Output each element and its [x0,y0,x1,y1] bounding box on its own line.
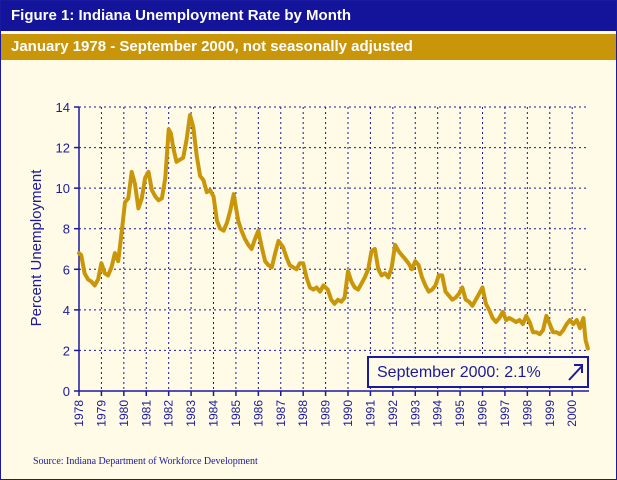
y-axis-label: Percent Unemployment [28,169,45,327]
x-tick-label: 2000 [565,400,579,427]
x-tick-label: 1992 [386,400,400,427]
x-tick-labels: 1978 1979 1980 1981 1982 1983 1984 1985 1986 1987… [72,400,579,427]
x-tick-label: 1978 [72,400,86,427]
x-tick-label: 1989 [319,400,333,427]
arrow-up-right-icon [568,364,583,381]
annotation-callout: September 2000: 2.1% [367,356,589,388]
x-tick-label: 1983 [184,400,198,427]
y-tick-label: 2 [63,343,70,358]
series-line-unemployment [77,113,590,351]
x-tick-label: 1994 [431,400,445,427]
x-tick-label: 1998 [520,400,534,427]
x-tick-label: 1982 [162,400,176,427]
x-tick-label: 1999 [543,400,557,427]
y-tick-label: 6 [63,262,70,277]
x-tick-label: 1981 [139,400,153,427]
x-tick-label: 1996 [476,400,490,427]
y-tick-label: 4 [63,303,70,318]
x-tick-label: 1980 [117,400,131,427]
grid-lines [79,106,589,391]
y-tick-label: 0 [63,384,70,399]
x-tick-label: 1993 [408,400,422,427]
x-tick-label: 1985 [229,400,243,427]
y-tick-label: 8 [63,222,70,237]
x-tick-label: 1991 [363,400,377,427]
chart-title: Figure 1: Indiana Unemployment Rate by M… [1,1,616,31]
chart-axes [74,106,589,396]
y-tick-label: 12 [56,141,70,156]
y-tick-label: 14 [56,100,70,115]
x-tick-label: 1997 [498,400,512,427]
source-note: Source: Indiana Department of Workforce … [33,456,258,467]
x-tick-label: 1988 [296,400,310,427]
y-tick-labels: 0 2 4 6 8 10 12 14 [56,100,70,399]
chart-subtitle: January 1978 - September 2000, not seaso… [1,34,616,60]
x-tick-label: 1990 [341,400,355,427]
annotation-text: September 2000: 2.1% [377,364,541,381]
x-tick-label: 1984 [207,400,221,427]
y-tick-label: 10 [56,181,70,196]
x-tick-label: 1995 [453,400,467,427]
x-tick-label: 1979 [94,400,108,427]
x-tick-label: 1986 [251,400,265,427]
x-tick-label: 1987 [274,400,288,427]
